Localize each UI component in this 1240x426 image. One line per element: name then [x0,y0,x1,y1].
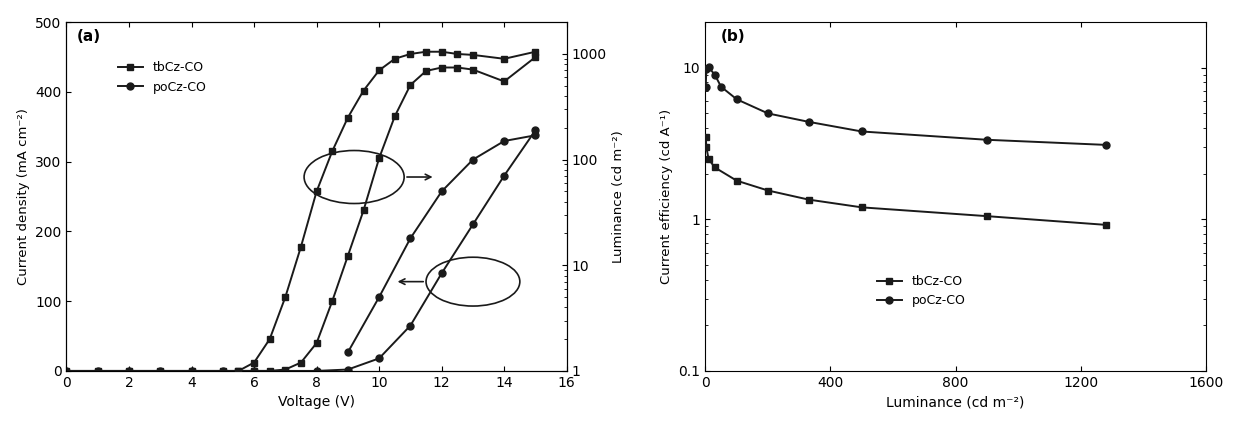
Line: poCz-CO: poCz-CO [63,127,539,374]
tbCz-CO [91,368,105,374]
tbCz-CO [1099,222,1114,227]
poCz-CO [341,367,356,372]
poCz-CO [701,65,715,70]
tbCz-CO [60,368,74,374]
tbCz-CO [341,253,356,259]
tbCz-CO [262,368,277,374]
tbCz-CO [701,156,715,161]
tbCz-CO [122,368,136,374]
Legend: tbCz-CO, poCz-CO: tbCz-CO, poCz-CO [113,56,212,98]
poCz-CO [153,368,167,374]
tbCz-CO [325,299,340,304]
tbCz-CO [497,79,512,84]
Line: tbCz-CO: tbCz-CO [63,54,539,374]
Y-axis label: Luminance (cd m⁻²): Luminance (cd m⁻²) [613,130,625,263]
tbCz-CO [434,65,449,70]
poCz-CO [465,222,480,227]
poCz-CO [1099,142,1114,147]
poCz-CO [278,368,293,374]
Text: (b): (b) [720,29,745,44]
poCz-CO [60,368,74,374]
tbCz-CO [699,144,714,150]
poCz-CO [854,129,869,134]
Text: (a): (a) [77,29,100,44]
tbCz-CO [707,165,722,170]
tbCz-CO [698,134,713,139]
tbCz-CO [729,178,744,183]
poCz-CO [372,356,387,361]
tbCz-CO [278,367,293,372]
Legend: tbCz-CO, poCz-CO: tbCz-CO, poCz-CO [872,270,971,312]
tbCz-CO [403,82,418,87]
tbCz-CO [419,69,434,74]
poCz-CO [434,271,449,276]
tbCz-CO [528,55,543,60]
tbCz-CO [184,368,198,374]
tbCz-CO [356,208,371,213]
Line: tbCz-CO: tbCz-CO [702,133,1109,228]
tbCz-CO [309,340,324,345]
poCz-CO [497,173,512,178]
tbCz-CO [231,368,246,374]
poCz-CO [760,111,775,116]
tbCz-CO [247,368,262,374]
tbCz-CO [294,360,309,365]
poCz-CO [403,323,418,328]
tbCz-CO [387,114,402,119]
poCz-CO [729,97,744,102]
tbCz-CO [854,205,869,210]
tbCz-CO [760,188,775,193]
Line: poCz-CO: poCz-CO [702,63,1109,148]
X-axis label: Luminance (cd m⁻²): Luminance (cd m⁻²) [887,395,1024,409]
X-axis label: Voltage (V): Voltage (V) [278,395,355,409]
poCz-CO [713,84,728,89]
poCz-CO [122,368,136,374]
Y-axis label: Current density (mA cm⁻²): Current density (mA cm⁻²) [16,108,30,285]
poCz-CO [184,368,198,374]
tbCz-CO [980,213,994,219]
poCz-CO [707,72,722,77]
Y-axis label: Current efficiency (cd A⁻¹): Current efficiency (cd A⁻¹) [660,109,673,284]
tbCz-CO [450,65,465,70]
poCz-CO [247,368,262,374]
poCz-CO [698,84,713,89]
poCz-CO [216,368,231,374]
poCz-CO [528,128,543,133]
tbCz-CO [465,67,480,72]
tbCz-CO [372,155,387,161]
tbCz-CO [216,368,231,374]
poCz-CO [309,368,324,374]
poCz-CO [91,368,105,374]
poCz-CO [801,119,816,124]
poCz-CO [699,66,714,72]
tbCz-CO [801,197,816,202]
poCz-CO [980,137,994,142]
tbCz-CO [153,368,167,374]
